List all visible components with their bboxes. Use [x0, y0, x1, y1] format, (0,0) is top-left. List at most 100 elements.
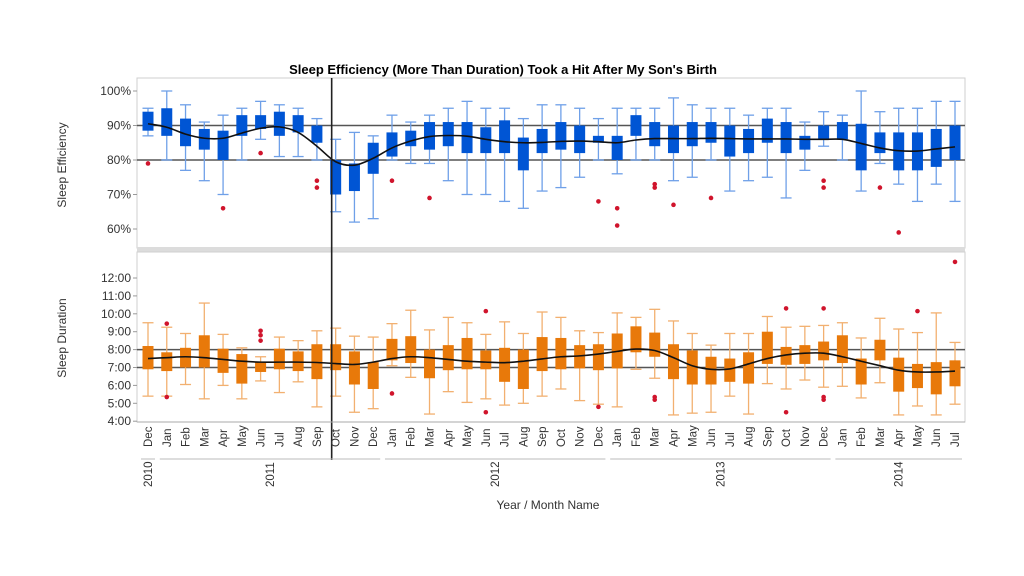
month-label: Oct	[331, 428, 343, 447]
box-iqr	[480, 127, 492, 154]
duration-box-18	[480, 308, 492, 415]
month-label: Oct	[781, 428, 793, 447]
outlier-point	[783, 306, 789, 311]
box-iqr	[236, 354, 248, 384]
efficiency-box-17	[461, 100, 473, 196]
box-iqr	[348, 163, 360, 192]
month-label: Jun	[706, 428, 718, 447]
duration-box-34	[780, 306, 792, 415]
month-label: Jan	[837, 428, 849, 447]
box-iqr	[836, 335, 848, 364]
outlier-point	[614, 206, 620, 211]
month-label: Mar	[199, 427, 211, 447]
box-iqr	[818, 125, 830, 140]
efficiency-box-0	[142, 107, 154, 166]
month-label: Apr	[668, 429, 680, 447]
outlier-point	[258, 328, 263, 334]
efficiency-box-21	[536, 104, 548, 192]
efficiency-box-9	[311, 117, 323, 190]
box-iqr	[499, 347, 511, 382]
box-iqr	[761, 118, 773, 143]
duration-box-23	[574, 330, 586, 402]
duration-box-8	[292, 339, 304, 383]
duration-box-26	[630, 316, 642, 370]
box-iqr	[893, 357, 905, 392]
year-label: 2013	[715, 461, 727, 487]
efficiency-box-23	[574, 107, 586, 178]
efficiency-box-35	[799, 121, 811, 172]
month-label: Feb	[631, 427, 643, 447]
duration-smoother-line	[147, 348, 956, 373]
month-label: Feb	[856, 427, 868, 447]
duration-axis-title: Sleep Duration	[55, 298, 69, 377]
month-label: Nov	[575, 426, 587, 447]
month-label: May	[237, 425, 249, 447]
month-label: Sep	[312, 427, 324, 447]
box-iqr	[142, 111, 154, 131]
box-iqr	[780, 122, 792, 154]
duration-box-36	[818, 306, 830, 403]
month-label: Jan	[387, 428, 399, 447]
efficiency-box-3	[198, 121, 210, 182]
box-iqr	[292, 351, 304, 372]
duration-tick-label: 10:00	[101, 307, 131, 321]
month-label: Nov	[349, 426, 361, 447]
efficiency-box-6	[255, 100, 267, 156]
box-iqr	[517, 349, 529, 389]
duration-panel	[137, 259, 965, 416]
box-iqr	[818, 341, 830, 361]
outlier-point	[164, 394, 170, 400]
duration-box-43	[949, 259, 961, 405]
outlier-point	[952, 259, 958, 265]
box-iqr	[949, 360, 961, 387]
month-label: Dec	[368, 426, 380, 447]
box-iqr	[592, 344, 604, 371]
efficiency-box-26	[630, 107, 642, 161]
duration-tick-label: 8:00	[108, 343, 132, 357]
duration-box-33	[761, 315, 773, 385]
outlier-point	[708, 195, 714, 201]
box-iqr	[442, 345, 454, 371]
outlier-point	[258, 338, 263, 343]
duration-box-3	[198, 302, 210, 400]
outlier-point	[220, 206, 226, 211]
box-iqr	[686, 122, 698, 147]
duration-box-2	[180, 332, 192, 386]
outlier-point	[821, 185, 826, 190]
efficiency-box-38	[855, 90, 867, 192]
outlier-point	[652, 397, 658, 403]
duration-tick-label: 9:00	[108, 325, 132, 339]
outlier-point	[164, 321, 170, 326]
month-label: Jul	[500, 432, 512, 447]
month-label: Aug	[744, 427, 756, 447]
box-iqr	[405, 130, 417, 147]
box-iqr	[292, 115, 304, 133]
duration-box-21	[536, 311, 548, 397]
box-iqr	[198, 128, 210, 150]
outlier-point	[671, 202, 676, 208]
efficiency-box-30	[705, 107, 717, 201]
duration-box-11	[348, 335, 360, 413]
box-iqr	[236, 115, 248, 136]
panel-separator	[137, 247, 965, 252]
box-iqr	[799, 345, 811, 364]
duration-box-7	[273, 336, 285, 394]
duration-box-17	[461, 322, 473, 404]
box-iqr	[198, 335, 210, 368]
efficiency-box-39	[874, 111, 886, 190]
box-iqr	[330, 160, 342, 195]
box-iqr	[367, 362, 379, 389]
efficiency-panel-frame	[136, 77, 966, 249]
box-iqr	[330, 344, 342, 371]
box-iqr	[799, 135, 811, 150]
efficiency-tick-label: 80%	[107, 153, 131, 167]
box-iqr	[874, 339, 886, 361]
duration-box-39	[874, 317, 886, 384]
year-label: 2010	[143, 461, 155, 487]
efficiency-box-32	[743, 114, 755, 182]
outlier-point	[258, 150, 263, 156]
duration-box-12	[367, 336, 379, 410]
box-iqr	[499, 120, 511, 154]
duration-box-1	[161, 321, 173, 400]
box-iqr	[630, 115, 642, 136]
